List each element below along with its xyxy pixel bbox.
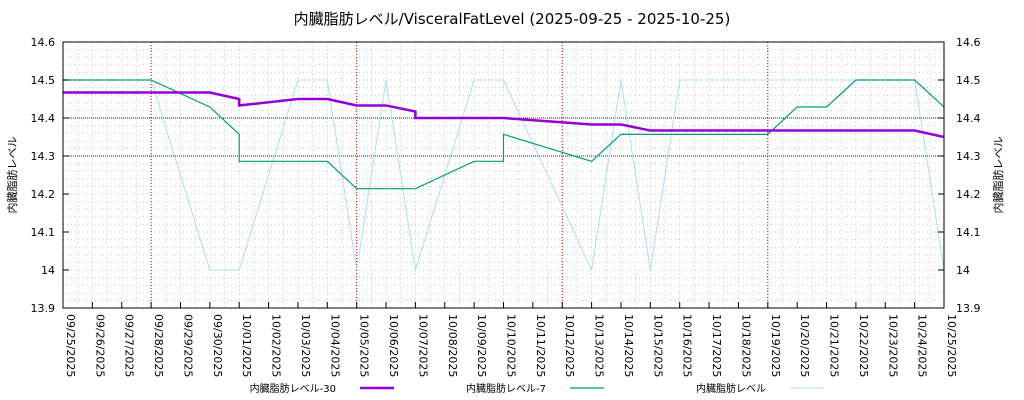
y-tick-label-right: 14.4 — [956, 112, 981, 125]
x-tick-label: 09/29/2025 — [181, 314, 194, 377]
y-tick-label: 14.2 — [31, 188, 56, 201]
x-tick-label: 10/06/2025 — [387, 314, 400, 377]
series-line-0 — [63, 91, 945, 139]
x-tick-label: 09/28/2025 — [152, 314, 165, 377]
x-tick-label: 10/05/2025 — [358, 314, 371, 377]
x-tick-label: 10/25/2025 — [945, 314, 958, 377]
x-tick-label: 10/10/2025 — [505, 314, 518, 377]
y-tick-label: 14.1 — [31, 226, 56, 239]
y-tick-label: 14.3 — [31, 150, 56, 163]
x-tick-label: 10/01/2025 — [240, 314, 253, 377]
x-tick-label: 10/07/2025 — [416, 314, 429, 377]
x-tick-label: 10/03/2025 — [299, 314, 312, 377]
x-tick-label: 10/18/2025 — [739, 314, 752, 377]
x-tick-label: 10/17/2025 — [710, 314, 723, 377]
y-tick-label-right: 13.9 — [956, 302, 981, 315]
series-line-1 — [63, 79, 945, 190]
y-tick-label-right: 14.3 — [956, 150, 981, 163]
y-tick-label-right: 14.5 — [956, 74, 981, 87]
x-tick-label: 10/09/2025 — [475, 314, 488, 377]
x-tick-label: 10/14/2025 — [622, 314, 635, 377]
x-tick-label: 10/13/2025 — [593, 314, 606, 377]
chart-title: 内臓脂肪レベル/VisceralFatLevel (2025-09-25 - 2… — [294, 10, 731, 28]
y-tick-label-right: 14.2 — [956, 188, 981, 201]
x-tick-label: 10/08/2025 — [446, 314, 459, 377]
legend-label: 内臓脂肪レベル-7 — [466, 382, 546, 395]
x-tick-label: 09/26/2025 — [93, 314, 106, 377]
y-tick-label-right: 14.1 — [956, 226, 981, 239]
x-tick-label: 10/24/2025 — [916, 314, 929, 377]
x-tick-label: 10/19/2025 — [769, 314, 782, 377]
x-tick-label: 10/20/2025 — [798, 314, 811, 377]
y-tick-label: 14.4 — [31, 112, 56, 125]
x-tick-label: 10/16/2025 — [681, 314, 694, 377]
x-tick-label: 10/15/2025 — [651, 314, 664, 377]
legend-label: 内臓脂肪レベル — [696, 382, 766, 395]
y-tick-label: 14.6 — [31, 36, 56, 49]
x-tick-label: 10/12/2025 — [563, 314, 576, 377]
x-tick-label: 09/27/2025 — [123, 314, 136, 377]
x-tick-label: 10/02/2025 — [270, 314, 283, 377]
y-tick-label: 14 — [41, 264, 55, 277]
x-tick-label: 10/04/2025 — [328, 314, 341, 377]
y-tick-label-right: 14 — [956, 264, 970, 277]
y-tick-label-right: 14.6 — [956, 36, 981, 49]
y-tick-label: 13.9 — [31, 302, 56, 315]
x-tick-label: 10/23/2025 — [886, 314, 899, 377]
legend-label: 内臓脂肪レベル-30 — [250, 382, 336, 395]
x-tick-label: 10/21/2025 — [828, 314, 841, 377]
x-tick-label: 10/11/2025 — [534, 314, 547, 377]
y-axis-label-right: 内臓脂肪レベル — [991, 137, 1005, 214]
y-axis-label-left: 内臓脂肪レベル — [5, 137, 19, 214]
y-tick-label: 14.5 — [31, 74, 56, 87]
series-line-2 — [63, 79, 945, 272]
x-tick-label: 09/30/2025 — [211, 314, 224, 377]
x-tick-label: 10/22/2025 — [857, 314, 870, 377]
x-tick-label: 09/25/2025 — [64, 314, 77, 377]
